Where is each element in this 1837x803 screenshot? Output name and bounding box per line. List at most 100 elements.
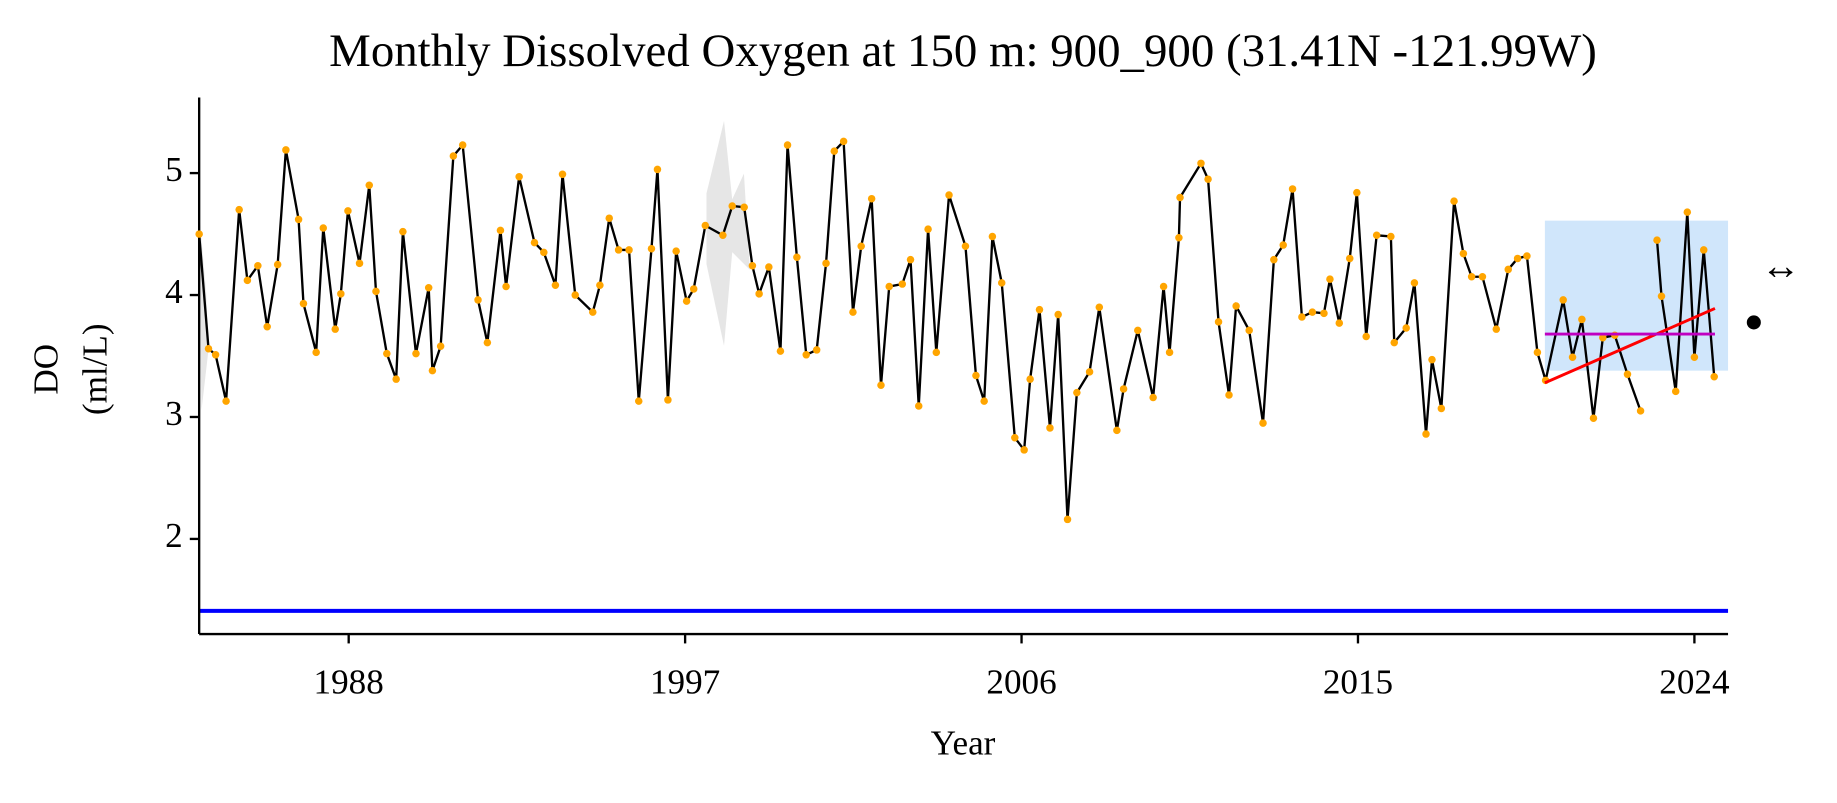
data-point	[1467, 272, 1476, 281]
data-point	[1165, 348, 1174, 357]
data-point	[1504, 265, 1512, 274]
data-point	[1671, 387, 1680, 396]
data-point	[355, 259, 364, 268]
data-point	[1225, 391, 1233, 399]
y-tick-label: 3	[165, 394, 183, 433]
data-point	[1176, 193, 1184, 202]
data-point	[672, 247, 680, 255]
data-point	[1653, 236, 1661, 244]
x-tick-label: 2024	[1659, 663, 1730, 702]
data-point	[331, 325, 339, 333]
data-point	[1410, 279, 1419, 287]
data-point	[299, 299, 308, 308]
data-point	[222, 397, 230, 405]
data-point	[1422, 430, 1430, 438]
data-point	[1119, 385, 1128, 393]
data-point	[783, 141, 792, 149]
data-point	[319, 224, 328, 232]
data-point	[1699, 246, 1708, 254]
x-tick-label: 2015	[1323, 663, 1393, 702]
data-point	[682, 297, 691, 305]
data-point	[483, 338, 492, 347]
data-point	[458, 141, 467, 149]
data-point	[839, 137, 848, 146]
data-point	[830, 147, 839, 155]
data-point	[877, 381, 885, 390]
data-point	[344, 207, 352, 215]
data-point	[748, 262, 757, 270]
data-point	[1710, 372, 1718, 381]
data-point	[822, 259, 830, 268]
data-point	[1353, 188, 1361, 197]
data-point	[1636, 407, 1645, 415]
trend-line	[1544, 307, 1716, 385]
data-point	[1589, 414, 1598, 422]
data-point	[294, 215, 303, 224]
data-point	[1259, 419, 1267, 427]
data-point	[551, 281, 560, 290]
data-point	[273, 260, 282, 269]
data-point	[312, 348, 320, 357]
confidence-band	[706, 120, 750, 346]
trend-symbol: ↔	[1761, 244, 1801, 288]
data-point	[972, 371, 980, 380]
data-point	[924, 225, 932, 233]
data-point	[1011, 433, 1019, 442]
x-tick-label: 1988	[314, 663, 384, 702]
data-point	[635, 397, 643, 405]
data-point	[932, 348, 941, 357]
data-point	[372, 287, 380, 296]
data-point	[282, 146, 290, 154]
data-point	[1459, 249, 1468, 258]
data-point	[1450, 197, 1458, 205]
data-line	[197, 138, 1716, 520]
data-point	[449, 152, 458, 160]
data-point	[647, 244, 656, 253]
data-point	[502, 282, 510, 291]
data-point	[1387, 232, 1395, 241]
data-point	[793, 253, 801, 261]
data-point	[625, 246, 633, 254]
trend-dot	[1746, 315, 1761, 330]
data-point	[195, 230, 203, 238]
data-point	[689, 285, 698, 293]
data-point	[885, 282, 893, 291]
data-point	[428, 366, 437, 375]
data-point	[728, 202, 736, 210]
x-axis-label: Year	[931, 724, 996, 763]
data-point	[1320, 309, 1328, 318]
data-point	[1326, 275, 1334, 283]
chart-title: Monthly Dissolved Oxygen at 150 m: 900_9…	[329, 25, 1597, 77]
data-point	[914, 402, 923, 410]
data-point	[204, 344, 213, 353]
data-point	[1113, 426, 1121, 435]
data-point	[337, 290, 345, 298]
data-point	[1559, 296, 1567, 304]
data-point	[1362, 332, 1370, 341]
data-point	[980, 397, 988, 405]
data-point	[1568, 353, 1577, 361]
data-point	[1372, 231, 1381, 240]
data-point	[1533, 348, 1542, 357]
data-point	[263, 322, 271, 331]
data-point	[571, 291, 579, 299]
data-point	[1149, 393, 1157, 402]
data-point	[849, 308, 857, 316]
y-tick-label: 2	[165, 516, 183, 555]
data-point	[812, 346, 821, 354]
data-point	[867, 194, 876, 203]
data-point	[515, 172, 523, 181]
data-point	[1690, 353, 1699, 361]
data-point	[1175, 233, 1183, 242]
data-point	[1513, 254, 1522, 263]
data-point	[1245, 326, 1253, 335]
data-point	[1402, 324, 1410, 332]
data-point	[857, 242, 865, 251]
data-point	[1492, 325, 1501, 333]
data-point	[412, 349, 420, 358]
data-point	[1073, 388, 1081, 397]
data-point	[719, 231, 727, 240]
data-point	[496, 226, 505, 235]
data-point	[653, 165, 662, 174]
y-tick-label: 5	[165, 150, 183, 189]
